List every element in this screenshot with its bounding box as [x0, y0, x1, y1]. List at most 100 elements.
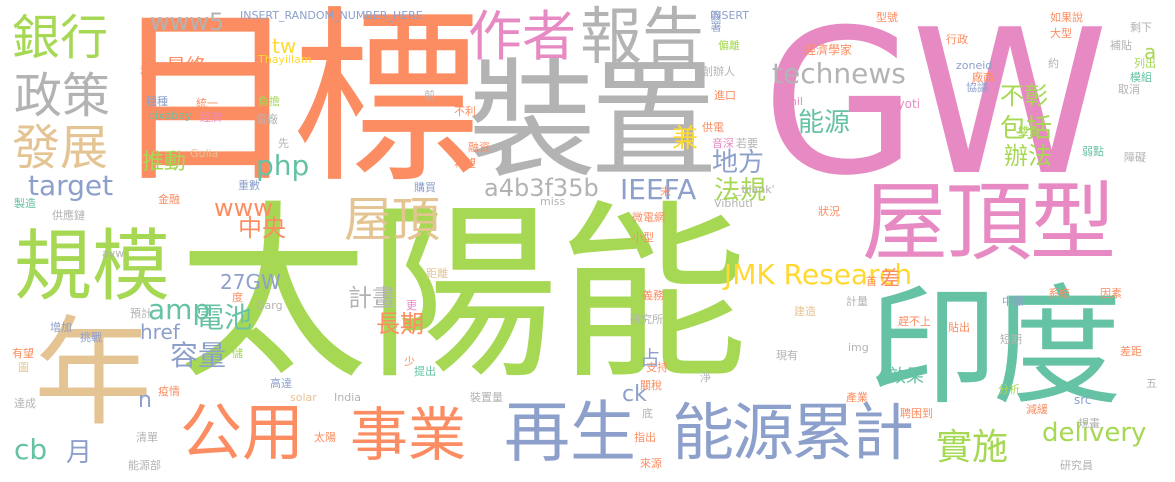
word-miss: miss [540, 195, 566, 208]
word-zhangai: 障礙 [1124, 151, 1146, 164]
word-guanshui: 關稅 [640, 379, 662, 392]
word-rongliang: 容量 [170, 339, 227, 372]
word-wu: 五 [1146, 377, 1157, 390]
word-fudan: 負擔 [258, 95, 280, 108]
word-zhongyang: 中央 [238, 214, 286, 242]
word-qian: 前 [424, 89, 435, 102]
word-mozu: 模組 [1130, 71, 1152, 84]
word-xitong: 系統 [1048, 287, 1070, 300]
word-zuozhe: 作者 [468, 5, 576, 68]
word-img: img [848, 341, 869, 354]
word-pixabay: pixabay [148, 109, 192, 122]
word-nian: 年 [34, 304, 153, 442]
word-yue-about: 約 [1048, 57, 1059, 70]
word-yinshen: 音深 [712, 137, 734, 150]
word-baokuo: 包括 [1000, 114, 1053, 144]
word-xiaoxing: 小型 [632, 231, 654, 244]
word-quxiao: 取消 [1118, 83, 1140, 96]
word-ruodian: 弱點 [1082, 145, 1104, 158]
word-www5: www5 [150, 8, 225, 36]
word-india: India [334, 391, 361, 404]
word-gulia: Gulia [190, 147, 219, 160]
word-tw: tw [272, 34, 297, 58]
word-www: www [214, 194, 273, 222]
word-chanye: 產業 [846, 391, 868, 404]
word-zhan: 占 [640, 346, 660, 370]
word-fagui: 法規 [714, 176, 767, 206]
word-fazhan: 發展 [12, 120, 109, 176]
word-wuding: 屋頂 [344, 192, 441, 248]
word-href: href [140, 320, 180, 344]
word-ruguo-shuo: 如果說 [1050, 11, 1083, 24]
word-shuangchong: 雙重 [1018, 125, 1040, 138]
word-cha: 差 [880, 266, 900, 290]
word-qianshu: 簽署 [709, 10, 722, 32]
word-zhuangzhiliang: 裝置量 [470, 391, 503, 404]
word-zhichu: 指出 [634, 431, 656, 444]
word-datype: 大型 [1050, 27, 1072, 40]
word-insert: INSERT [710, 9, 749, 22]
word-ruoyao: 若要 [736, 137, 758, 150]
word-solar: solar [290, 391, 317, 404]
word-ck: ck [622, 382, 647, 407]
word-jinkou: 進口 [714, 89, 736, 102]
word-chaju: 差距 [1120, 345, 1142, 358]
word-zhongduan: 中斷 [1002, 295, 1024, 308]
word-ieefa: IEEFA [620, 173, 697, 206]
word-zaisheng: 再生 [504, 394, 636, 471]
word-dianchi: 電池 [196, 301, 253, 334]
word-gw27: 27GW [220, 270, 281, 294]
word-tongyi: 統一 [196, 97, 218, 110]
word-tichu: 提出 [414, 365, 436, 378]
word-xian: 先 [278, 137, 289, 150]
word-chu: 儲 [232, 347, 243, 360]
word-chongshu: 重數 [238, 179, 260, 192]
word-piantai: 偏離 [718, 39, 740, 52]
word-jiliang: 計量 [846, 295, 868, 308]
word-jili: 距離 [426, 267, 448, 280]
word-buzhu: 補貼 [1110, 39, 1132, 52]
word-avw: avw [102, 247, 125, 260]
word-tiechu: 貼出 [948, 321, 970, 334]
word-jmk: JMK Research [724, 258, 913, 291]
word-zhuangzhi: 裝置 [468, 47, 718, 196]
word-di: 底 [642, 407, 653, 420]
word-technews: technews [772, 57, 906, 90]
word-nengyuan: 能源 [798, 108, 851, 138]
word-duanqi: 短期 [1000, 333, 1022, 346]
word-shao: 少 [404, 355, 415, 368]
word-buli: 不利 [454, 105, 476, 118]
word-banfa: 辦法 [1004, 142, 1052, 170]
word-yinhang: 銀行 [12, 10, 109, 66]
word-zengjia: 增加 [50, 321, 72, 334]
word-qingdan: 清單 [136, 431, 158, 444]
word-xiwang: 希望 [454, 157, 476, 170]
word-xingzhong: 型號 [876, 11, 898, 24]
word-shengxia: 剩下 [1130, 21, 1152, 34]
word-tiaozhan: 挑戰 [80, 331, 102, 344]
word-yue: 月 [66, 438, 93, 468]
word-mubiao: 目標 [112, 0, 480, 209]
word-wei: 未 [660, 185, 671, 198]
word-guimo-small: 規畫 [1078, 417, 1100, 430]
word-dacheng: 達成 [14, 397, 36, 410]
word-gongyingjian: 供應鏈 [52, 209, 85, 222]
word-zhizao: 製造 [14, 197, 36, 210]
word-jyoti: Jyoti [894, 97, 921, 111]
word-shiye: 事業 [350, 401, 467, 469]
word-jihua: 計畫 [348, 284, 396, 312]
word-blank: _blank' [736, 183, 775, 196]
word-jinrong: 金融 [158, 193, 180, 206]
word-delivery: delivery [1042, 418, 1147, 448]
word-guimo: 規模 [14, 222, 171, 312]
word-jing: 淨 [700, 371, 711, 384]
word-yinsu: 因素 [1100, 287, 1122, 300]
word-zhongzhong: 種種 [146, 95, 168, 108]
word-pinqing: 聘困到 [900, 407, 933, 420]
word-laiyuan: 來源 [640, 457, 662, 470]
word-zoneid: zoneid [956, 59, 993, 72]
word-weidianwang: 微電網 [632, 211, 665, 224]
word-a: a [1144, 40, 1157, 64]
word-zhuangkuang: 狀況 [818, 205, 840, 218]
word-jian: 兼 [672, 124, 699, 154]
